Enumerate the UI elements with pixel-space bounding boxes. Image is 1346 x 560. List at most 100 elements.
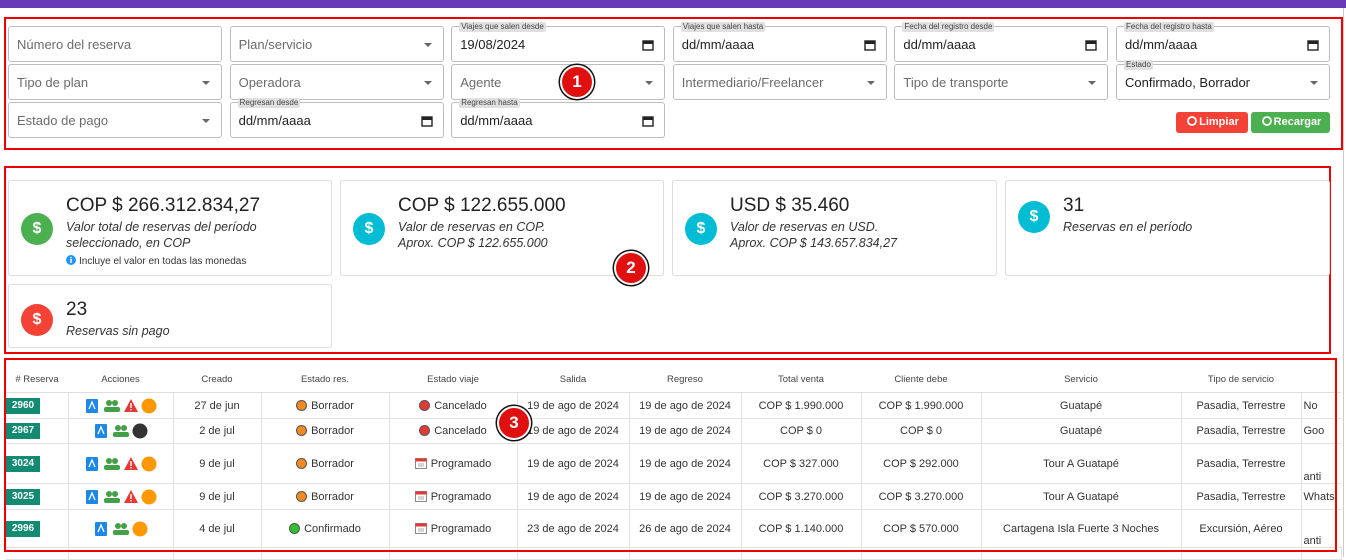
- reservation-badge: 2996: [6, 520, 40, 537]
- trip-text: Cancelado: [434, 399, 487, 412]
- button-icon: [1261, 116, 1272, 126]
- reservation-badge: 2967: [6, 423, 40, 439]
- cell-departure: 19 de ago de 2024: [517, 418, 630, 444]
- table-head: # Reserva Acciones Creado Estado res. Estado…: [6, 366, 1341, 393]
- button[interactable]: Limpiar: [1176, 112, 1248, 133]
- header-row: # Reserva Acciones Creado Estado res. Estado…: [6, 366, 1341, 393]
- action-pdf: [85, 398, 98, 413]
- action-pending: [141, 456, 156, 471]
- filter-select[interactable]: Estado de pago: [8, 102, 222, 138]
- cell-extra: Whats: [1301, 483, 1341, 510]
- filter-label: Estado: [1124, 60, 1153, 70]
- cell-trip: Cancelado: [389, 418, 518, 444]
- cell-id: 2996: [6, 509, 69, 548]
- stat-line: Aprox. COP $ 143.657.834,27: [730, 236, 898, 250]
- cell-departure: 19 de ago de 2024: [517, 443, 630, 484]
- table-row[interactable]: 3024 9 de jul Borrador Programado 19 de ago …: [6, 443, 1341, 484]
- top-bar: [0, 0, 1346, 8]
- stat-card: $23 Reservas sin pago: [8, 284, 332, 348]
- action-group: [103, 490, 120, 503]
- table-row[interactable]: 2996 4 de jul Confirmado Programado 23 de ag…: [6, 509, 1341, 548]
- cell-trip: Programado: [389, 483, 518, 510]
- stat-line: Reservas en el período: [1063, 220, 1193, 234]
- filter-date[interactable]: Viajes que salen hasta dd/mm/aaaa: [672, 22, 887, 62]
- filter-select[interactable]: Operadora: [229, 64, 444, 100]
- button[interactable]: Recargar: [1251, 112, 1330, 133]
- cell-actions: [68, 509, 174, 548]
- cell-status: Borrador: [261, 392, 390, 419]
- dropdown-arrow: [423, 81, 432, 85]
- dropdown-arrow: [202, 81, 210, 85]
- cell-service: Guatapé: [981, 392, 1182, 419]
- action-pending: [132, 521, 147, 536]
- cell-due: COP $ 1.990.000: [861, 392, 982, 419]
- cell-empty: [389, 547, 518, 560]
- status-dot: [296, 457, 308, 469]
- cell-actions: [68, 392, 174, 419]
- filter-value: 19/08/2024: [460, 37, 526, 52]
- filter-select[interactable]: Tipo de plan: [8, 64, 222, 100]
- button-text: Limpiar: [1199, 116, 1239, 128]
- cell-service-type: Pasadia, Terrestre: [1181, 443, 1302, 484]
- table-row[interactable]: 2967 2 de jul Borrador Cancelado 19 de ago d…: [6, 418, 1341, 444]
- table-body: 2960 27 de jun Borrador Cancelado 19 de ago …: [6, 392, 1342, 560]
- filter-placeholder: Plan/servicio: [238, 37, 313, 52]
- status-text: Borrador: [311, 399, 354, 412]
- cell-empty: [261, 547, 390, 560]
- filter-date[interactable]: Fecha del registro desde dd/mm/aaaa: [894, 22, 1109, 62]
- column-header: # Reserva: [6, 366, 68, 393]
- filter-select[interactable]: Tipo de transporte: [894, 64, 1109, 100]
- action-dark: [132, 423, 147, 439]
- trip-text: Programado: [430, 491, 492, 503]
- status-text: Borrador: [311, 425, 354, 437]
- filter-value: dd/mm/aaaa: [903, 37, 976, 52]
- cell-service-type: Pasadia, Terrestre: [1181, 392, 1302, 419]
- trip-text: Programado: [430, 458, 492, 470]
- filter-date[interactable]: Regresan desde dd/mm/aaaa: [229, 98, 444, 138]
- cell-service: Cartagena Isla Fuerte 3 Noches: [981, 509, 1182, 548]
- action-pdf: [85, 489, 98, 504]
- action-group: [112, 522, 129, 535]
- dropdown-arrow: [423, 43, 432, 47]
- cell-extra: anti: [1301, 443, 1341, 484]
- filter-date[interactable]: Fecha del registro hasta dd/mm/aaaa: [1116, 22, 1330, 62]
- cell-empty: [981, 547, 1182, 560]
- filter-date[interactable]: Regresan hasta dd/mm/aaaa: [451, 98, 666, 138]
- filter-select[interactable]: Intermediario/Freelancer: [672, 64, 887, 100]
- stat-line: Valor de reservas en USD.: [730, 220, 879, 234]
- status-text: Borrador: [311, 457, 354, 470]
- cell-empty: [68, 547, 174, 560]
- table-row[interactable]: 3025 9 de jul Borrador Programado 19 de ago …: [6, 483, 1341, 510]
- column-header: Salida: [517, 366, 629, 393]
- filter-select[interactable]: Plan/servicio: [229, 26, 444, 62]
- cell-id: 2960: [6, 392, 69, 419]
- status-text: Confirmado: [304, 522, 361, 535]
- reservation-badge: 3024: [6, 455, 40, 472]
- action-group: [103, 457, 120, 470]
- dropdown-arrow: [645, 81, 654, 85]
- stat-value: 23: [66, 299, 88, 320]
- action-group: [103, 399, 120, 412]
- stat-icon: $: [21, 304, 53, 336]
- filter-select[interactable]: Estado Confirmado, Borrador: [1116, 60, 1330, 100]
- table-row[interactable]: 2960 27 de jun Borrador Cancelado 19 de ago …: [6, 392, 1341, 419]
- dropdown-arrow: [866, 81, 875, 85]
- filter-select[interactable]: Agente: [451, 64, 666, 100]
- table-row-partial: [6, 547, 1342, 560]
- filter-placeholder: Tipo de transporte: [903, 75, 1009, 90]
- cell-created: 4 de jul: [173, 509, 262, 548]
- column-header: Creado: [173, 366, 261, 393]
- column-header: Cliente debe: [861, 366, 981, 393]
- cell-total: COP $ 327.000: [741, 443, 862, 484]
- filter-text[interactable]: Número del reserva: [8, 26, 222, 62]
- stat-card: $31 Reservas en el período: [1005, 180, 1330, 276]
- status-dot: [289, 522, 301, 534]
- filter-date[interactable]: Viajes que salen desde 19/08/2024: [451, 22, 666, 62]
- stat-line: Aprox. COP $ 122.655.000: [398, 236, 548, 250]
- stat-icon: $: [353, 213, 385, 245]
- cell-extra: anti: [1301, 509, 1341, 548]
- filter-value: dd/mm/aaaa: [238, 113, 311, 128]
- cell-status: Borrador: [261, 418, 390, 444]
- action-pdf: [94, 424, 107, 438]
- status-dot: [296, 490, 308, 502]
